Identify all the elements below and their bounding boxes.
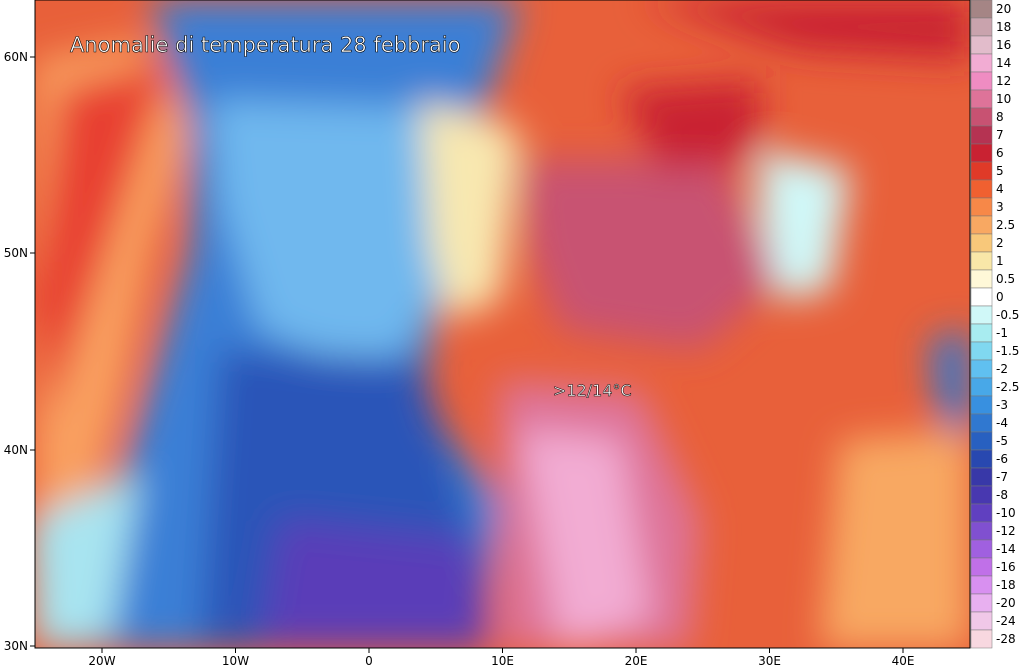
- colorbar-swatch: [970, 431, 993, 451]
- colorbar-swatch: [970, 449, 993, 469]
- colorbar-swatch: [970, 215, 993, 235]
- colorbar-swatch: [970, 611, 993, 631]
- colorbar-swatch: [970, 53, 993, 73]
- colorbar-label: 7: [996, 128, 1004, 142]
- colorbar-swatch: [970, 35, 993, 55]
- colorbar-swatch: [970, 89, 993, 109]
- colorbar-label: -24: [996, 614, 1016, 628]
- colorbar-swatch: [970, 521, 993, 541]
- lon-label: 30E: [758, 654, 781, 668]
- colorbar-swatch: [970, 125, 993, 145]
- colorbar-label: 14: [996, 56, 1011, 70]
- colorbar-swatch: [970, 557, 993, 577]
- lon-label: 10W: [222, 654, 249, 668]
- colorbar-swatch: [970, 503, 993, 523]
- colorbar-label: -7: [996, 470, 1008, 484]
- colorbar-label: -10: [996, 506, 1016, 520]
- colorbar-label: -6: [996, 452, 1008, 466]
- colorbar-swatch: [970, 107, 993, 127]
- lat-label: 60N: [4, 50, 28, 64]
- colorbar-label: -1: [996, 326, 1008, 340]
- colorbar-label: -4: [996, 416, 1008, 430]
- colorbar-swatch: [970, 341, 993, 361]
- colorbar-swatch: [970, 575, 993, 595]
- colorbar-label: -28: [996, 632, 1016, 646]
- colorbar-label: 2.5: [996, 218, 1015, 232]
- lon-label: 40E: [892, 654, 915, 668]
- lon-label: 20E: [625, 654, 648, 668]
- map-area: [35, 0, 970, 648]
- colorbar-label: 6: [996, 146, 1004, 160]
- colorbar-swatch: [970, 17, 993, 37]
- colorbar-swatch: [970, 161, 993, 181]
- colorbar: 20 18 16 14 12 10 8 7 6 5 4 3 2.5 2 1 0.5 0 -0.5 -1 -1.5 -2 -…: [970, 0, 1019, 649]
- colorbar-swatch: [970, 179, 993, 199]
- colorbar-label: 3: [996, 200, 1004, 214]
- colorbar-label: -18: [996, 578, 1016, 592]
- colorbar-swatch: [970, 71, 993, 91]
- colorbar-label: 1: [996, 254, 1004, 268]
- colorbar-label: 8: [996, 110, 1004, 124]
- colorbar-swatch: [970, 629, 993, 649]
- colorbar-label: 2: [996, 236, 1004, 250]
- lon-label: 10E: [491, 654, 514, 668]
- colorbar-swatch: [970, 269, 993, 289]
- colorbar-swatch: [970, 287, 993, 307]
- colorbar-swatch: [970, 539, 993, 559]
- colorbar-label: 12: [996, 74, 1011, 88]
- map-title: Anomalie di temperatura 28 febbraio: [70, 33, 461, 57]
- lon-label: 20W: [88, 654, 115, 668]
- lat-label: 30N: [4, 639, 28, 653]
- colorbar-swatch: [970, 395, 993, 415]
- lon-label: 0: [365, 654, 373, 668]
- colorbar-swatch: [970, 0, 993, 19]
- colorbar-label: 16: [996, 38, 1011, 52]
- colorbar-label: 0.5: [996, 272, 1015, 286]
- lat-label: 40N: [4, 443, 28, 457]
- colorbar-label: 5: [996, 164, 1004, 178]
- colorbar-label: -20: [996, 596, 1016, 610]
- colorbar-label: 10: [996, 92, 1011, 106]
- colorbar-swatch: [970, 377, 993, 397]
- colorbar-label: -12: [996, 524, 1016, 538]
- colorbar-swatch: [970, 233, 993, 253]
- colorbar-swatch: [970, 359, 993, 379]
- colorbar-label: 0: [996, 290, 1004, 304]
- colorbar-swatch: [970, 593, 993, 613]
- colorbar-label: -16: [996, 560, 1016, 574]
- colorbar-label: -3: [996, 398, 1008, 412]
- colorbar-label: 4: [996, 182, 1004, 196]
- colorbar-label: -5: [996, 434, 1008, 448]
- colorbar-swatch: [970, 197, 993, 217]
- colorbar-label: -14: [996, 542, 1016, 556]
- colorbar-label: -2.5: [996, 380, 1019, 394]
- lat-label: 50N: [4, 246, 28, 260]
- colorbar-swatch: [970, 251, 993, 271]
- colorbar-swatch: [970, 413, 993, 433]
- annotation: >12/14°C: [553, 381, 632, 400]
- colorbar-label: 18: [996, 20, 1011, 34]
- colorbar-swatch: [970, 323, 993, 343]
- colorbar-label: -0.5: [996, 308, 1019, 322]
- colorbar-swatch: [970, 467, 993, 487]
- colorbar-label: 20: [996, 2, 1011, 16]
- colorbar-swatch: [970, 485, 993, 505]
- colorbar-swatch: [970, 143, 993, 163]
- colorbar-label: -8: [996, 488, 1008, 502]
- colorbar-swatch: [970, 305, 993, 325]
- colorbar-label: -2: [996, 362, 1008, 376]
- colorbar-label: -1.5: [996, 344, 1019, 358]
- axes: 60N 50N 40N 30N 20W 10W 0 10E 20E 30E 40E: [4, 50, 915, 668]
